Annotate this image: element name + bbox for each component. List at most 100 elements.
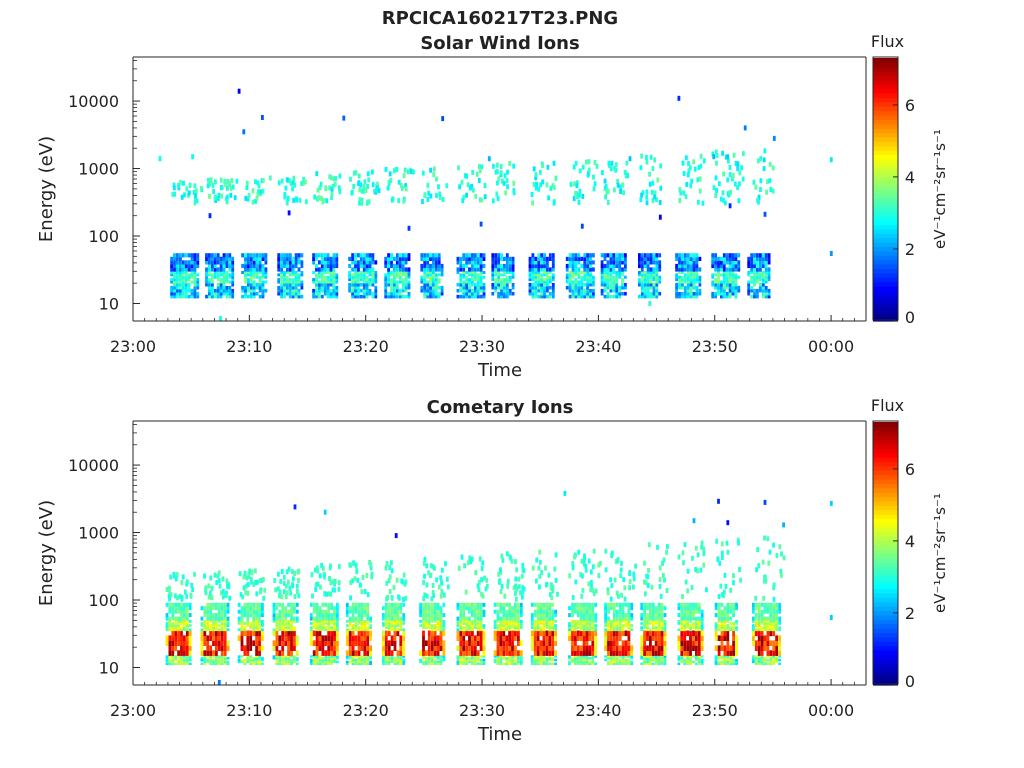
flux-cell (173, 280, 176, 284)
flux-cell (272, 640, 276, 646)
flux-cell (508, 609, 511, 614)
flux-cell (618, 650, 622, 656)
flux-cell (168, 628, 172, 632)
flux-cell (255, 275, 259, 279)
flux-cell (615, 624, 619, 627)
flux-cell (423, 192, 427, 198)
flux-cell (178, 594, 182, 599)
flux-cell (471, 170, 475, 175)
flux-cell (348, 624, 352, 627)
flux-cell (543, 263, 546, 269)
flux-cell (582, 613, 586, 618)
flux-cell (579, 626, 583, 629)
flux-cell (193, 271, 197, 274)
flux-cell (519, 624, 523, 627)
flux-cell (310, 572, 314, 578)
flux-cell (640, 288, 644, 293)
flux-cell (514, 602, 517, 607)
flux-cell (753, 273, 756, 277)
flux-cell (246, 620, 250, 623)
flux-cell (753, 275, 756, 279)
colorbar-segment (873, 193, 898, 199)
flux-cell (357, 260, 360, 265)
flux-cell (387, 630, 391, 637)
flux-cell (272, 606, 276, 611)
flux-cell (180, 622, 183, 625)
flux-cell (293, 660, 296, 664)
flux-cell (423, 275, 427, 279)
flux-cell (180, 658, 183, 662)
flux-cell (603, 271, 607, 274)
flux-cell (576, 657, 580, 660)
flux-cell (205, 280, 208, 284)
flux-cell (436, 616, 440, 621)
flux-cell (291, 180, 295, 186)
flux-cell (734, 273, 738, 277)
flux-cell (574, 282, 578, 287)
flux-cell (711, 256, 715, 261)
flux-cell (208, 282, 211, 287)
flux-cell (686, 273, 690, 277)
flux-cell (501, 178, 504, 184)
flux-cell (494, 282, 498, 287)
flux-cell (179, 253, 182, 258)
flux-cell (759, 187, 762, 192)
flux-cell (284, 583, 288, 589)
flux-cell (465, 602, 468, 607)
flux-cell (459, 285, 463, 290)
flux-cell (407, 280, 411, 284)
flux-cell (258, 624, 261, 627)
flux-cell (209, 590, 212, 596)
flux-cell (591, 635, 595, 641)
flux-cell (437, 263, 441, 269)
flux-cell (399, 626, 403, 629)
flux-cell (592, 275, 595, 279)
flux-cell (293, 630, 296, 637)
flux-cell (219, 273, 223, 277)
flux-cell (482, 263, 486, 269)
flux-cell (571, 273, 575, 277)
flux-cell (465, 658, 468, 662)
flux-cell (577, 294, 581, 299)
flux-cell (519, 626, 523, 629)
flux-cell (540, 294, 543, 299)
flux-cell (659, 163, 663, 169)
flux-cell (675, 267, 678, 272)
flux-cell (359, 278, 363, 282)
flux-cell (395, 282, 399, 287)
flux-cell (764, 267, 768, 272)
flux-cell (315, 602, 319, 607)
flux-cell (531, 263, 535, 269)
flux-cell (360, 197, 364, 203)
flux-cell (476, 278, 480, 282)
flux-cell (196, 294, 200, 299)
flux-cell (652, 285, 656, 290)
flux-cell (220, 645, 224, 651)
flux-cell (465, 606, 468, 611)
flux-cell (615, 590, 619, 596)
flux-cell (369, 626, 372, 629)
flux-cell (618, 662, 622, 665)
flux-cell (512, 188, 516, 193)
flux-cell (384, 620, 388, 623)
flux-cell (532, 181, 536, 187)
flux-cell (533, 613, 537, 618)
flux-cell (363, 179, 367, 185)
flux-cell (237, 602, 241, 607)
flux-cell (231, 271, 235, 274)
flux-cell (436, 635, 440, 641)
flux-cell (574, 256, 578, 261)
flux-cell (692, 267, 696, 272)
flux-cell (348, 622, 352, 625)
flux-cell (442, 630, 446, 637)
flux-cell (336, 609, 339, 614)
flux-cell (327, 606, 331, 611)
flux-cell (359, 253, 363, 258)
flux-cell (468, 616, 471, 621)
flux-cell (469, 559, 473, 565)
flux-cell (390, 613, 394, 618)
flux-cell (621, 278, 624, 282)
flux-cell (689, 263, 693, 269)
flux-cell (252, 622, 256, 625)
flux-cell (393, 273, 396, 277)
